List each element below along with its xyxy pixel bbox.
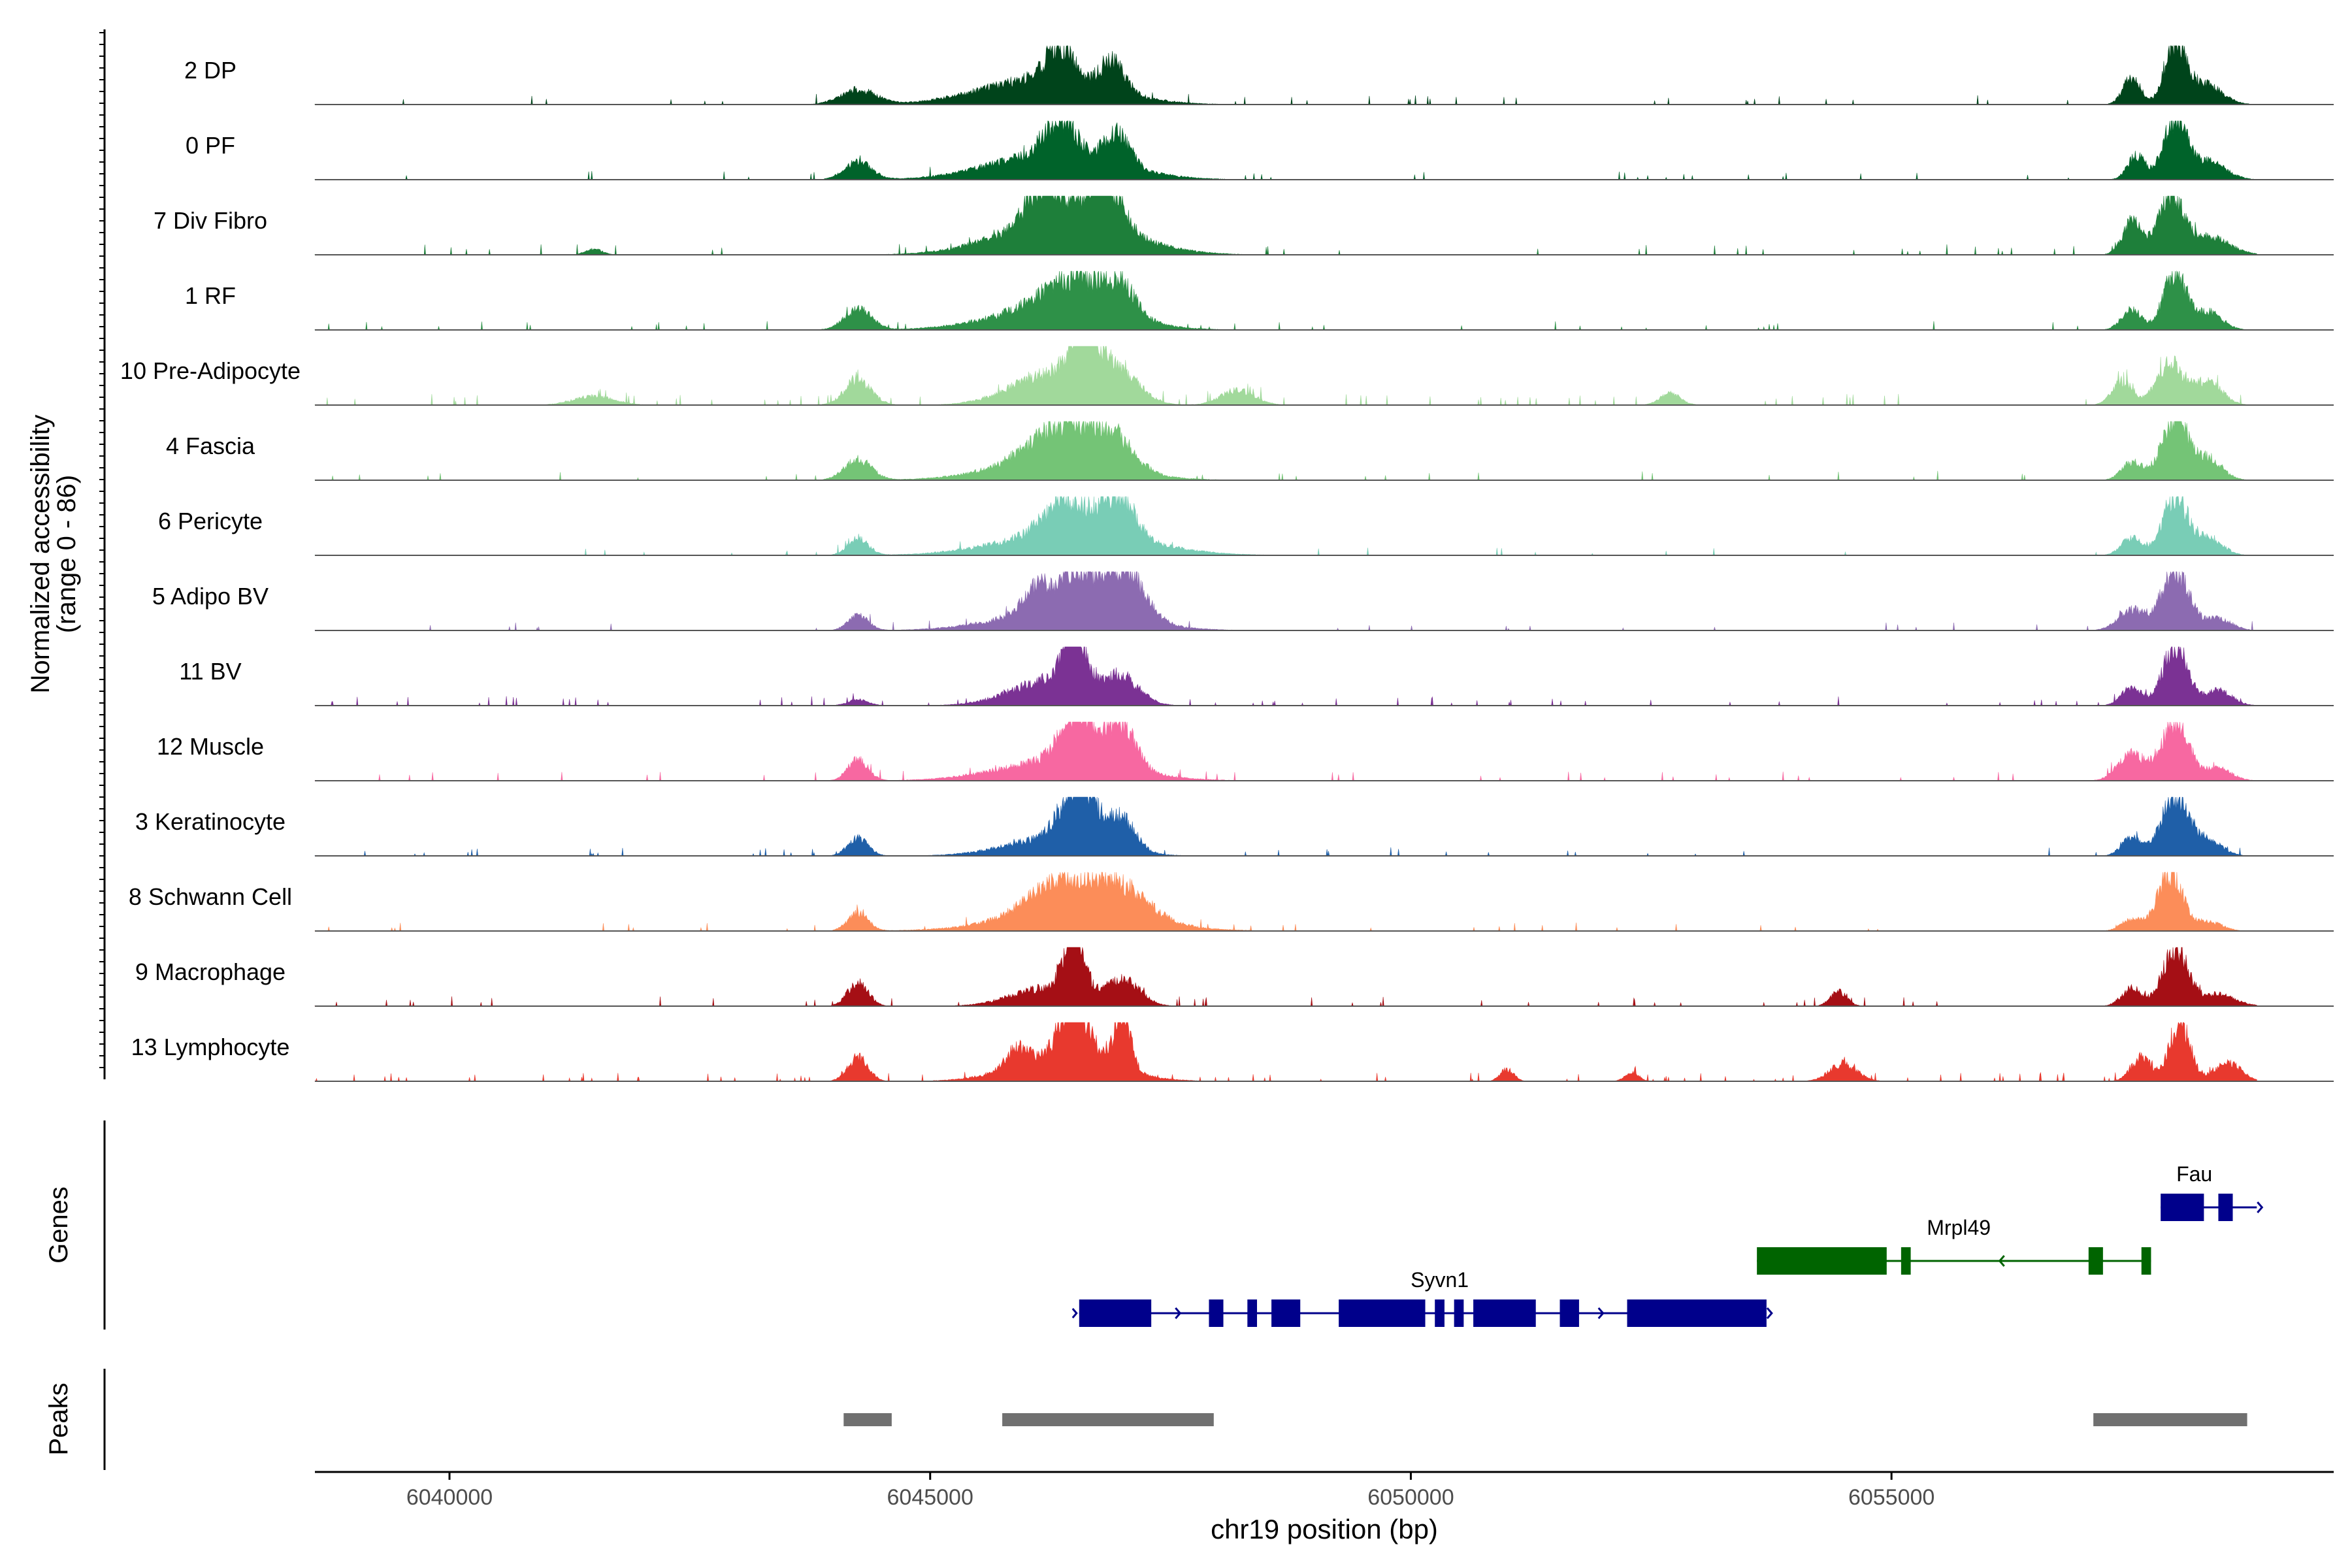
track-label: 2 DP bbox=[184, 57, 237, 84]
gene-exon bbox=[2088, 1247, 2103, 1275]
track-label: 12 Muscle bbox=[157, 733, 264, 760]
track-7-div-fibro: 7 Div Fibro bbox=[154, 195, 2334, 255]
strand-arrow bbox=[1175, 1307, 1182, 1319]
track-label: 0 PF bbox=[186, 132, 235, 159]
strand-arrow bbox=[1998, 1255, 2005, 1267]
coverage-area bbox=[314, 646, 2257, 706]
track-11-bv: 11 BV bbox=[179, 646, 2334, 706]
y-axis-label-line1: Normalized accessibility bbox=[26, 415, 55, 694]
x-axis: 6040000 6045000 6050000 6055000 bbox=[406, 1472, 1935, 1510]
x-tick-label: 6055000 bbox=[1848, 1485, 1935, 1510]
peaks-panel bbox=[843, 1413, 2247, 1426]
gene-exon bbox=[1271, 1299, 1301, 1327]
coverage-area bbox=[314, 871, 2257, 932]
peak-bar bbox=[1002, 1413, 1214, 1426]
coverage-area bbox=[314, 346, 2257, 406]
gene-exon bbox=[1079, 1299, 1152, 1327]
gene-exon bbox=[1209, 1299, 1224, 1327]
peaks-panel-label: Peaks bbox=[44, 1382, 73, 1455]
coverage-area bbox=[314, 1022, 2257, 1082]
track-label: 7 Div Fibro bbox=[154, 207, 267, 234]
gene-exon bbox=[1901, 1247, 1911, 1275]
gene-exon bbox=[1473, 1299, 1536, 1327]
coverage-area bbox=[314, 570, 2257, 631]
gene-syvn1: Syvn1 bbox=[1071, 1268, 1773, 1327]
peak-bar bbox=[2093, 1413, 2247, 1426]
gene-exon bbox=[1757, 1247, 1887, 1275]
coverage-area bbox=[314, 947, 2257, 1007]
strand-arrow bbox=[2257, 1201, 2264, 1213]
y-axis-label-line2: (range 0 - 86) bbox=[52, 475, 81, 633]
gene-exon bbox=[1247, 1299, 1257, 1327]
strand-arrow bbox=[1597, 1307, 1605, 1319]
track-label: 13 Lymphocyte bbox=[131, 1034, 290, 1060]
coverage-area bbox=[314, 120, 2257, 180]
gene-exon bbox=[1560, 1299, 1579, 1327]
track-13-lymphocyte: 13 Lymphocyte bbox=[131, 1022, 2334, 1082]
track-4-fascia: 4 Fascia bbox=[166, 420, 2334, 481]
track-2-dp: 2 DP bbox=[184, 45, 2334, 105]
genes-panel-label: Genes bbox=[44, 1186, 73, 1264]
coverage-tracks: 2 DP 0 PF 7 Div Fibro 1 RF 10 Pre-Adipocyte 4… bbox=[120, 45, 2334, 1082]
track-label: 5 Adipo BV bbox=[152, 583, 269, 610]
x-axis-title: chr19 position (bp) bbox=[1211, 1514, 1438, 1544]
track-12-muscle: 12 Muscle bbox=[157, 721, 2334, 781]
gene-label: Fau bbox=[2176, 1162, 2212, 1186]
gene-annotation-panel: Syvn1 Mrpl49 Fau bbox=[1071, 1162, 2264, 1327]
track-label: 4 Fascia bbox=[166, 433, 255, 459]
coverage-area bbox=[314, 270, 2257, 331]
track-3-keratinocyte: 3 Keratinocyte bbox=[135, 796, 2334, 857]
gene-mrpl49: Mrpl49 bbox=[1757, 1216, 2151, 1275]
coverage-area bbox=[314, 420, 2257, 481]
gene-label: Syvn1 bbox=[1411, 1268, 1469, 1292]
x-tick-label: 6040000 bbox=[406, 1485, 493, 1510]
gene-exon bbox=[2218, 1194, 2233, 1221]
track-0-pf: 0 PF bbox=[186, 120, 2334, 180]
track-1-rf: 1 RF bbox=[185, 270, 2334, 331]
gene-exon bbox=[1627, 1299, 1767, 1327]
track-label: 8 Schwann Cell bbox=[129, 883, 292, 910]
track-5-adipo-bv: 5 Adipo BV bbox=[152, 570, 2334, 631]
gene-fau: Fau bbox=[2161, 1162, 2264, 1221]
coverage-area bbox=[314, 45, 2257, 105]
track-10-pre-adipocyte: 10 Pre-Adipocyte bbox=[120, 346, 2334, 406]
track-label: 9 Macrophage bbox=[135, 958, 286, 985]
gene-exon bbox=[2141, 1247, 2151, 1275]
track-9-macrophage: 9 Macrophage bbox=[135, 947, 2334, 1007]
gene-exon bbox=[1435, 1299, 1445, 1327]
track-label: 1 RF bbox=[185, 282, 236, 309]
gene-exon bbox=[1339, 1299, 1426, 1327]
strand-arrow bbox=[1766, 1307, 1773, 1319]
gene-label: Mrpl49 bbox=[1927, 1216, 1991, 1239]
track-label: 6 Pericyte bbox=[158, 508, 263, 534]
coverage-area bbox=[314, 195, 2257, 255]
x-tick-label: 6050000 bbox=[1367, 1485, 1454, 1510]
peak-bar bbox=[843, 1413, 892, 1426]
gene-exon bbox=[2161, 1194, 2204, 1221]
strand-arrow bbox=[1071, 1308, 1078, 1318]
track-label: 10 Pre-Adipocyte bbox=[120, 357, 301, 384]
accessibility-axis bbox=[99, 29, 106, 1079]
track-label: 11 BV bbox=[179, 658, 241, 685]
track-8-schwann-cell: 8 Schwann Cell bbox=[129, 871, 2334, 932]
gene-exon bbox=[1454, 1299, 1464, 1327]
coverage-area bbox=[314, 796, 2257, 857]
coverage-area bbox=[314, 721, 2257, 781]
track-6-pericyte: 6 Pericyte bbox=[158, 496, 2334, 556]
track-label: 3 Keratinocyte bbox=[135, 808, 286, 835]
coverage-area bbox=[314, 496, 2257, 556]
x-tick-label: 6045000 bbox=[887, 1485, 973, 1510]
